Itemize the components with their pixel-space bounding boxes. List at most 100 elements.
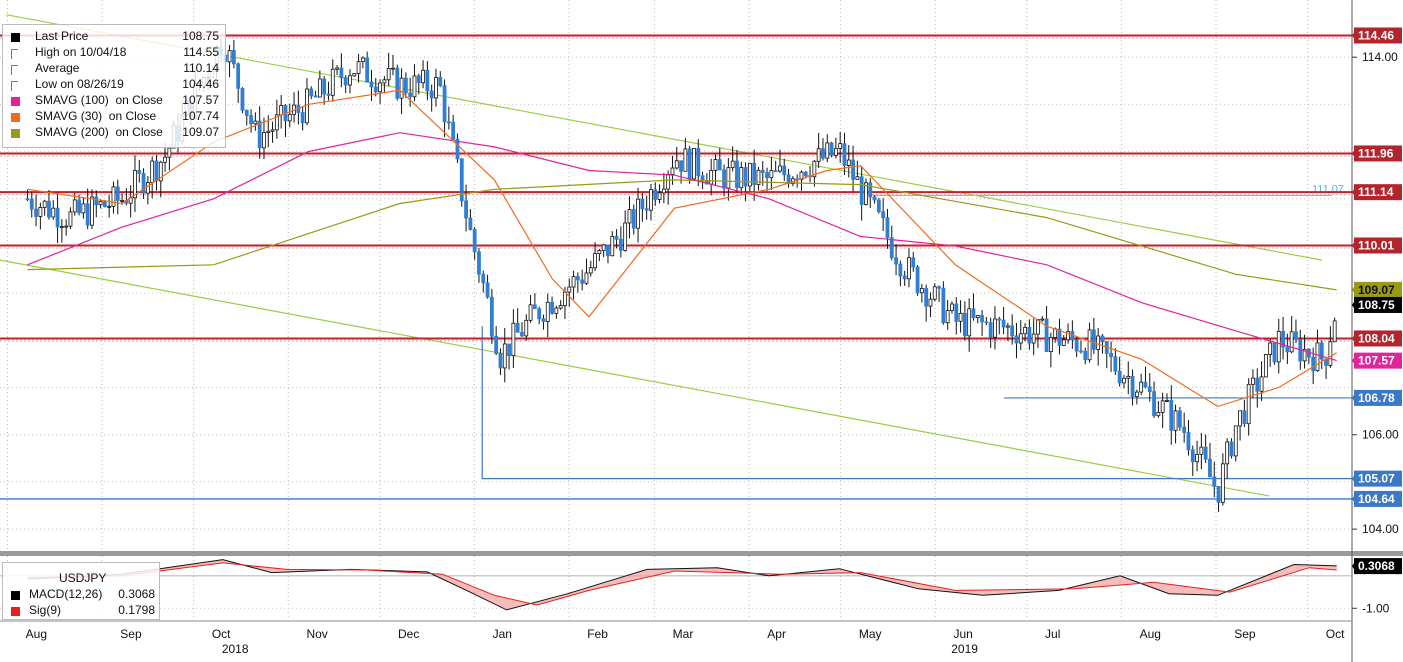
legend-row: SMAVG (30) on Close 107.74 xyxy=(7,109,221,125)
candle-down xyxy=(442,85,447,123)
candle-up xyxy=(661,188,666,194)
price-legend: Last Price 108.75 High on 10/04/18 114.55 Av… xyxy=(2,24,226,148)
candle-up xyxy=(68,211,73,227)
macd-legend: USDJPY MACD(12,26) 0.3068 Sig(9) 0.1798 xyxy=(2,562,160,620)
candle-up xyxy=(739,167,744,189)
x-month-label: Oct xyxy=(1326,627,1345,641)
candle-down xyxy=(1044,318,1049,352)
candle-down xyxy=(1147,386,1152,392)
candle-up xyxy=(674,160,679,169)
candle-up xyxy=(769,170,774,179)
candle-up xyxy=(666,173,671,190)
candle-up xyxy=(636,198,640,229)
candle-down xyxy=(1190,449,1195,463)
candle-up xyxy=(1122,377,1126,384)
candle-up xyxy=(360,57,365,62)
sma30-line xyxy=(27,89,1338,408)
panel-separator xyxy=(0,551,1403,556)
x-month-label: Sep xyxy=(120,627,142,641)
y-axis: 104.00 106.00 114.00 -1.00 114.46 111.96 111.1… xyxy=(1352,27,1402,615)
candle-up xyxy=(107,205,112,208)
candle-up xyxy=(855,176,860,180)
candle-up xyxy=(692,148,696,180)
candle-down xyxy=(373,86,378,93)
candle-down xyxy=(984,321,989,324)
candle-up xyxy=(262,132,266,149)
candle-down xyxy=(1242,410,1247,425)
candle-up xyxy=(270,129,275,132)
level-tag-pointer xyxy=(1352,29,1356,42)
candle-up xyxy=(378,82,382,93)
candle-down xyxy=(468,217,473,230)
candle-up xyxy=(502,343,507,369)
candle-down xyxy=(313,95,318,98)
candle-down xyxy=(898,263,903,277)
macd-signal-line xyxy=(27,562,1337,606)
candle-up xyxy=(287,113,292,122)
candle-down xyxy=(1281,331,1285,348)
candle-down xyxy=(696,148,701,177)
candle-down xyxy=(47,200,51,218)
candle-up xyxy=(1332,320,1337,343)
candle-up xyxy=(1289,331,1294,353)
sma100-line xyxy=(27,132,1337,362)
legend-label: Last Price xyxy=(35,29,89,43)
legend-label: SMAVG (30) on Close xyxy=(35,109,157,123)
x-axis: Aug Sep Oct Nov Dec Jan Feb Mar Apr May Jun Jul Aug S… xyxy=(26,627,1345,656)
macd-legend-swatch xyxy=(11,591,20,600)
candle-up xyxy=(391,67,395,70)
candle-down xyxy=(631,209,636,229)
level-tag-bg xyxy=(1354,490,1402,507)
candle-down xyxy=(77,199,81,214)
candle-down xyxy=(1294,331,1298,340)
candle-up xyxy=(51,207,56,218)
candle-down xyxy=(575,276,580,281)
candle-down xyxy=(429,90,434,99)
level-tag: 108.04 xyxy=(1358,331,1395,345)
candle-up xyxy=(81,203,86,214)
candle-down xyxy=(773,170,778,173)
candle-up xyxy=(657,192,662,200)
macd-line xyxy=(27,559,1337,611)
level-tag-bg xyxy=(1354,27,1402,44)
candle-up xyxy=(1005,325,1010,328)
candle-down xyxy=(1229,441,1234,457)
candle-up xyxy=(64,225,69,228)
candle-down xyxy=(829,142,834,156)
candle-down xyxy=(760,169,765,173)
legend-row: Last Price 108.75 xyxy=(7,29,221,45)
x-month-label: Sep xyxy=(1234,627,1256,641)
candle-down xyxy=(1117,370,1122,384)
legend-row: Low on 08/26/19 104.46 xyxy=(7,77,221,93)
candle-up xyxy=(1268,342,1273,355)
legend-row: Average 110.14 xyxy=(7,61,221,77)
candle-up xyxy=(1259,376,1264,392)
candle-up xyxy=(1096,335,1101,350)
candle-down xyxy=(339,67,344,79)
level-tag-bg xyxy=(1354,330,1402,347)
candle-down xyxy=(249,115,253,125)
candle-down xyxy=(494,335,499,354)
candle-up xyxy=(1246,383,1251,425)
x-month-label: May xyxy=(859,627,882,641)
candle-up xyxy=(1053,328,1058,338)
candle-up xyxy=(167,147,172,158)
candle-up xyxy=(1328,341,1333,366)
candle-down xyxy=(606,244,610,257)
level-tag-pointer xyxy=(1352,239,1356,252)
candle-up xyxy=(945,310,950,324)
candle-up xyxy=(133,170,137,199)
candle-down xyxy=(416,75,421,84)
candle-down xyxy=(532,304,537,310)
legend-swatch xyxy=(11,129,20,138)
candle-down xyxy=(997,318,1002,321)
candle-up xyxy=(1040,318,1045,321)
legend-value: 107.57 xyxy=(182,93,219,107)
candle-up xyxy=(649,189,653,211)
candle-up xyxy=(1087,329,1092,361)
candle-down xyxy=(1216,485,1221,503)
candle-up xyxy=(150,160,155,183)
candle-up xyxy=(610,236,615,257)
candle-down xyxy=(537,308,542,320)
candle-down xyxy=(25,198,30,201)
